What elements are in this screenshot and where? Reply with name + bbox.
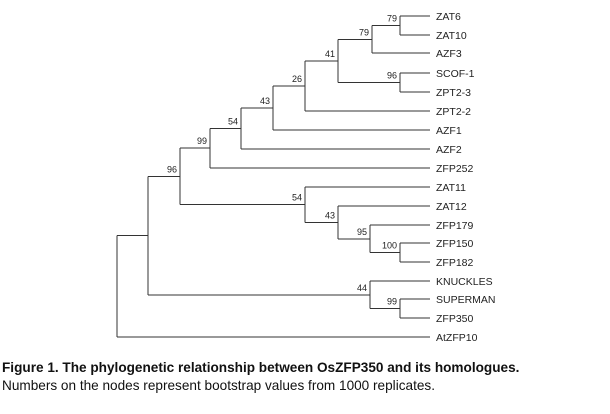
leaf-label: KNUCKLES: [436, 276, 493, 288]
tree-branches: [116, 15, 430, 338]
bootstrap-value: 99: [197, 136, 207, 146]
leaf-label: ZAT12: [436, 201, 467, 213]
leaf-label: SCOF-1: [436, 68, 475, 80]
leaf-label: ZAT6: [436, 11, 461, 23]
bootstrap-value: 99: [387, 297, 397, 307]
figure-caption: Figure 1. The phylogenetic relationship …: [2, 359, 606, 395]
leaf-label: AZF1: [436, 125, 462, 137]
leaf-label: ZAT11: [436, 182, 466, 194]
bootstrap-value: 44: [357, 283, 367, 293]
bootstrap-value: 26: [292, 74, 302, 84]
leaf-label: ZAT10: [436, 30, 467, 42]
caption-text: Numbers on the nodes represent bootstrap…: [2, 378, 435, 393]
bootstrap-value: 79: [359, 27, 369, 37]
caption-title: Figure 1. The phylogenetic relationship …: [2, 360, 520, 375]
bootstrap-value: 79: [387, 14, 397, 24]
leaf-label: SUPERMAN: [436, 294, 496, 306]
bootstrap-value: 41: [325, 49, 335, 59]
phylogenetic-tree: 79 79 96 41 26 43 54 99 100 95 43 54 96 99 44 ZAT6 ZAT10…: [116, 11, 496, 344]
leaf-label: AZF2: [436, 144, 462, 156]
tree-labels: 79 79 96 41 26 43 54 99 100 95 43 54 96 99 44 ZAT6 ZAT10…: [167, 11, 496, 344]
leaf-label: ZPT2-3: [436, 87, 471, 99]
bootstrap-value: 96: [167, 164, 177, 174]
bootstrap-value: 100: [382, 241, 397, 251]
bootstrap-value: 43: [260, 96, 270, 106]
leaf-label: AZF3: [436, 48, 462, 60]
bootstrap-value: 96: [387, 71, 397, 81]
bootstrap-value: 54: [228, 116, 238, 126]
leaf-label: ZFP179: [436, 220, 474, 232]
bootstrap-value: 95: [357, 227, 367, 237]
leaf-label: ZPT2-2: [436, 106, 471, 118]
leaf-label: ZFP350: [436, 313, 474, 325]
leaf-label: ZFP150: [436, 238, 474, 250]
leaf-label: ZFP182: [436, 257, 474, 269]
leaf-label: AtZFP10: [436, 332, 478, 344]
bootstrap-value: 54: [292, 193, 302, 203]
bootstrap-value: 43: [325, 210, 335, 220]
leaf-label: ZFP252: [436, 163, 474, 175]
